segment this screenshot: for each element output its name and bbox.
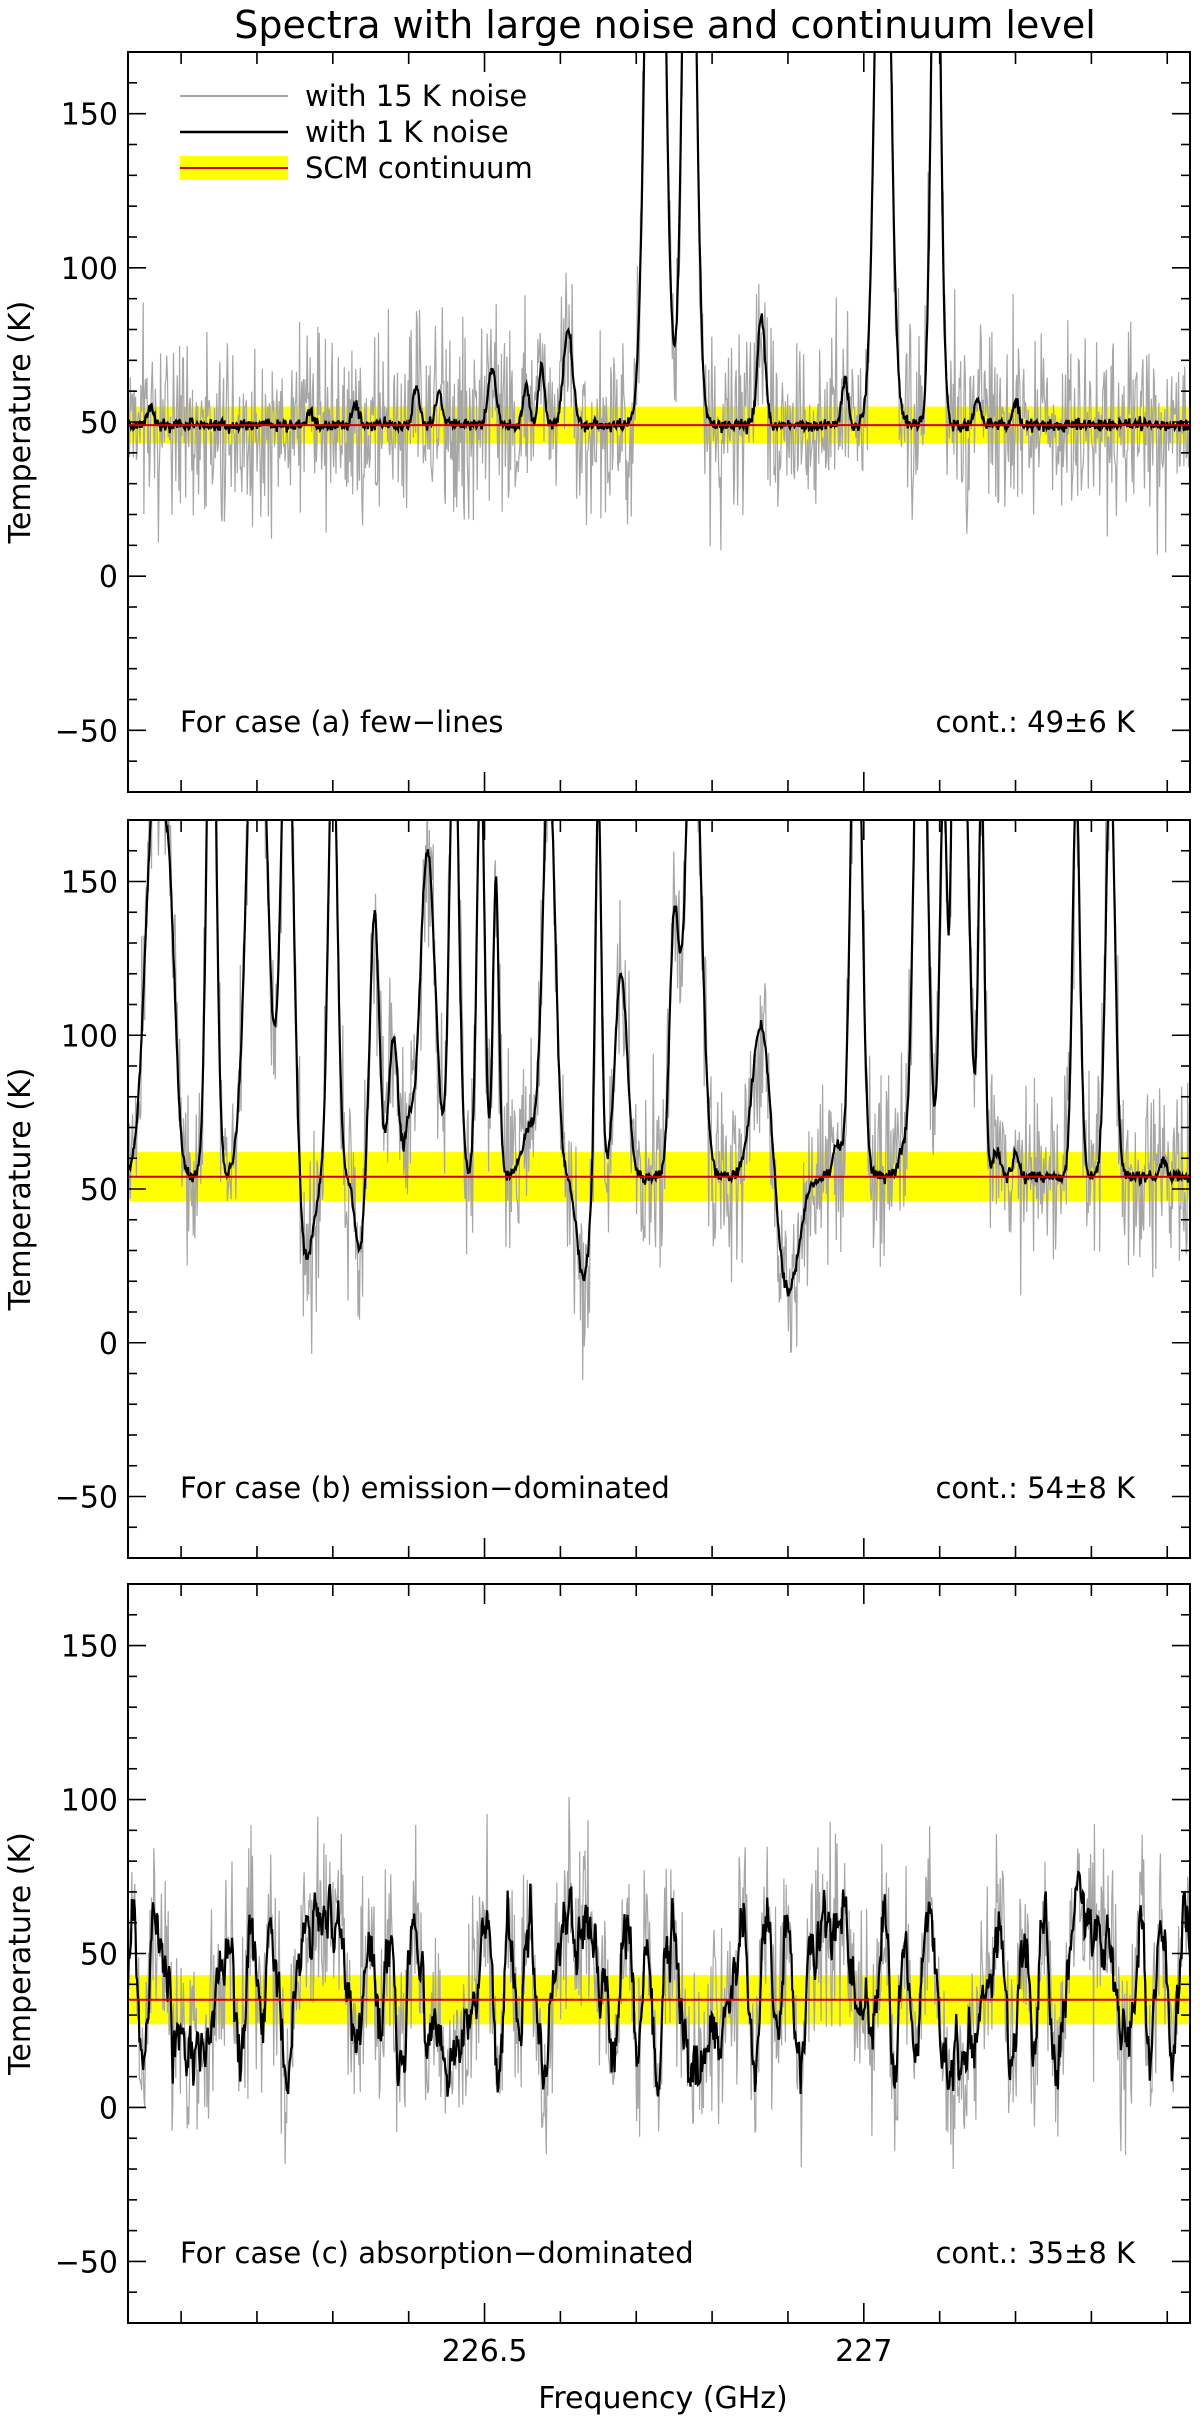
case-label: For case (c) absorption−dominated	[180, 2236, 694, 2270]
case-label: For case (a) few−lines	[180, 705, 504, 739]
spectrum-1k-noise	[128, 1869, 1190, 2097]
continuum-value-label: cont.: 35±8 K	[935, 2236, 1136, 2270]
y-tick-label: 150	[61, 1630, 118, 1665]
x-tick-label: 226.5	[442, 2334, 528, 2369]
y-tick-label: 150	[61, 866, 118, 901]
figure-title: Spectra with large noise and continuum l…	[234, 3, 1096, 47]
panel-b-emission-dominated: −50 0 50 100 150 Temperature (K) For case (b) …	[3, 819, 1191, 1559]
spectrum-15k-noise	[128, 820, 1190, 1380]
y-tick-label: 50	[80, 1173, 118, 1208]
y-axis-label: Temperature (K)	[3, 1832, 38, 2076]
spectrum-15k-noise	[128, 52, 1190, 555]
x-axis-label: Frequency (GHz)	[538, 2381, 787, 2416]
legend-entry: with 1 K noise	[305, 115, 509, 149]
y-tick-label: 0	[99, 560, 118, 595]
y-tick-label: −50	[55, 2245, 118, 2280]
panel-a-few-lines: −50 0 50 100 150 Temperature (K) For case (a) …	[3, 51, 1191, 793]
y-tick-label: 100	[61, 1784, 118, 1819]
continuum-value-label: cont.: 49±6 K	[935, 705, 1136, 739]
y-tick-label: 0	[99, 1327, 118, 1362]
y-tick-label: 100	[61, 252, 118, 287]
y-tick-label: −50	[55, 714, 118, 749]
legend-entry: with 15 K noise	[305, 79, 527, 113]
y-axis-label: Temperature (K)	[3, 301, 38, 545]
y-tick-label: 0	[99, 2091, 118, 2126]
case-label: For case (b) emission−dominated	[180, 1471, 670, 1505]
y-tick-label: 100	[61, 1019, 118, 1054]
y-tick-label: 50	[80, 406, 118, 441]
continuum-value-label: cont.: 54±8 K	[935, 1471, 1136, 1505]
y-tick-label: 50	[80, 1938, 118, 1973]
x-tick-label: 227	[835, 2334, 892, 2369]
spectrum-1k-noise	[128, 52, 1190, 435]
y-tick-label: 150	[61, 98, 118, 133]
plot-frame	[127, 1583, 1191, 2324]
legend-entry: SCM continuum	[305, 151, 533, 185]
spectrum-1k-noise	[128, 820, 1190, 1297]
panel-c-absorption-dominated: −50 0 50 100 150 226.5 227 Temperature (K) For c…	[3, 1583, 1191, 2369]
y-axis-label: Temperature (K)	[3, 1068, 38, 1312]
spectrum-15k-noise	[128, 1796, 1190, 2170]
y-tick-label: −50	[55, 1481, 118, 1516]
